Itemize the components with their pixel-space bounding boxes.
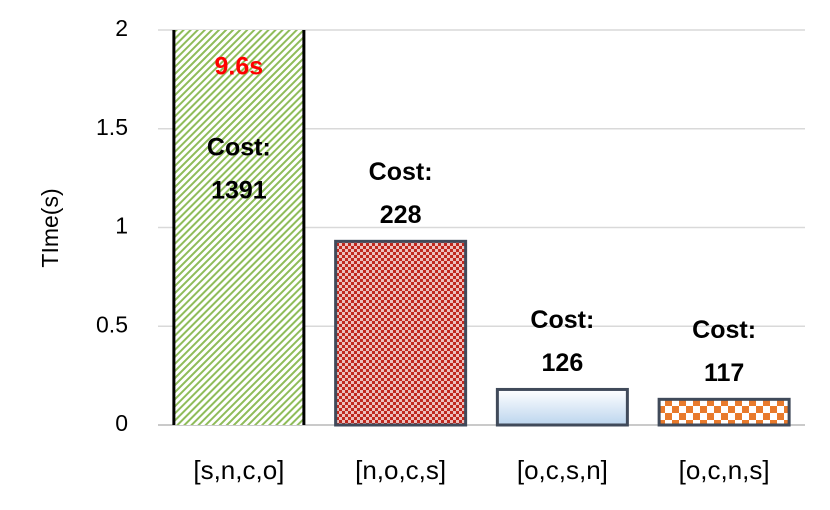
y-tick-label: 0 (115, 410, 128, 436)
x-tick-label: [o,c,s,n] (517, 455, 608, 485)
bar (173, 30, 304, 425)
cost-label: Cost: (530, 306, 594, 334)
bar (495, 387, 629, 427)
value-label: 9.6s (215, 53, 264, 81)
y-tick-label: 1 (115, 213, 128, 239)
x-tick-label: [n,o,c,s] (355, 455, 446, 485)
cost-label: Cost: (369, 158, 433, 186)
cost-value: 1391 (211, 177, 267, 205)
bar (334, 239, 468, 427)
cost-value: 126 (542, 349, 584, 377)
y-tick-label: 0.5 (96, 311, 128, 337)
y-axis-label: TIme(s) (37, 188, 63, 267)
cost-label: Cost: (692, 316, 756, 344)
y-tick-label: 1.5 (96, 114, 128, 140)
x-tick-label: [o,c,n,s] (679, 455, 770, 485)
bar (657, 397, 791, 427)
y-tick-label: 2 (115, 15, 128, 41)
cost-label: Cost: (207, 134, 271, 162)
x-tick-label: [s,n,c,o] (193, 455, 284, 485)
cost-value: 117 (704, 359, 744, 387)
cost-value: 228 (380, 201, 422, 229)
